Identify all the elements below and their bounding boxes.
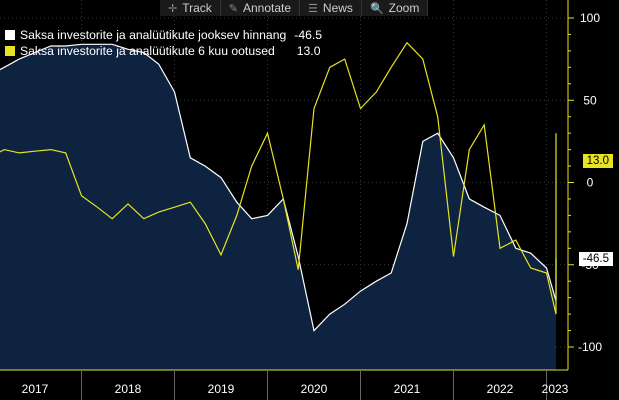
x-axis: 2017 2018 2019 2020 2021 2022 2023 (0, 369, 569, 400)
chart-legend: Saksa investorite ja analüütikute jookse… (5, 27, 322, 59)
legend-swatch-1 (5, 30, 15, 40)
news-button[interactable]: ☰ News (300, 0, 362, 16)
annotate-button[interactable]: ✎ Annotate (221, 0, 301, 16)
zoom-button[interactable]: 🔍 Zoom (362, 0, 429, 16)
y-tick-label-0: 100 (580, 11, 600, 25)
crosshair-icon: ✛ (168, 2, 178, 15)
chart-toolbar: ✛ Track ✎ Annotate ☰ News 🔍 Zoom (160, 0, 429, 16)
legend-swatch-2 (5, 46, 15, 56)
legend-label-2: Saksa investorite ja analüütikute 6 kuu … (20, 44, 275, 58)
x-tick-label-4: 2021 (394, 382, 421, 396)
y-tick-label-4: -100 (578, 340, 602, 354)
y-tick-label-2: 0 (587, 176, 594, 190)
series-1-area (0, 44, 556, 370)
news-label: News (322, 1, 353, 15)
zoom-icon: 🔍 (369, 2, 384, 15)
zoom-label: Zoom (388, 1, 420, 15)
annotate-label: Annotate (243, 1, 292, 15)
legend-value-1: -46.5 (294, 28, 323, 42)
series-2-line (0, 41, 557, 315)
last-value-badge-2: 13.0 (582, 154, 613, 169)
x-tick-label-6: 2023 (542, 382, 569, 396)
track-button[interactable]: ✛ Track (160, 0, 221, 16)
series-1-line (0, 43, 557, 332)
news-icon: ☰ (308, 2, 318, 15)
y-tick-label-1: 50 (583, 93, 597, 107)
legend-value-2: 13.0 (296, 44, 321, 58)
pencil-icon: ✎ (228, 2, 238, 15)
legend-entry-1: Saksa investorite ja analüütikute jookse… (5, 27, 322, 43)
x-tick-label-3: 2020 (301, 382, 328, 396)
x-tick-label-0: 2017 (22, 382, 49, 396)
x-tick-label-2: 2019 (208, 382, 235, 396)
x-tick-label-1: 2018 (115, 382, 142, 396)
legend-label-1: Saksa investorite ja analüütikute jookse… (20, 28, 287, 42)
legend-entry-2: Saksa investorite ja analüütikute 6 kuu … (5, 43, 322, 59)
track-label: Track (182, 1, 212, 15)
x-tick-label-5: 2022 (487, 382, 514, 396)
last-value-badge-1: -46.5 (578, 251, 613, 266)
